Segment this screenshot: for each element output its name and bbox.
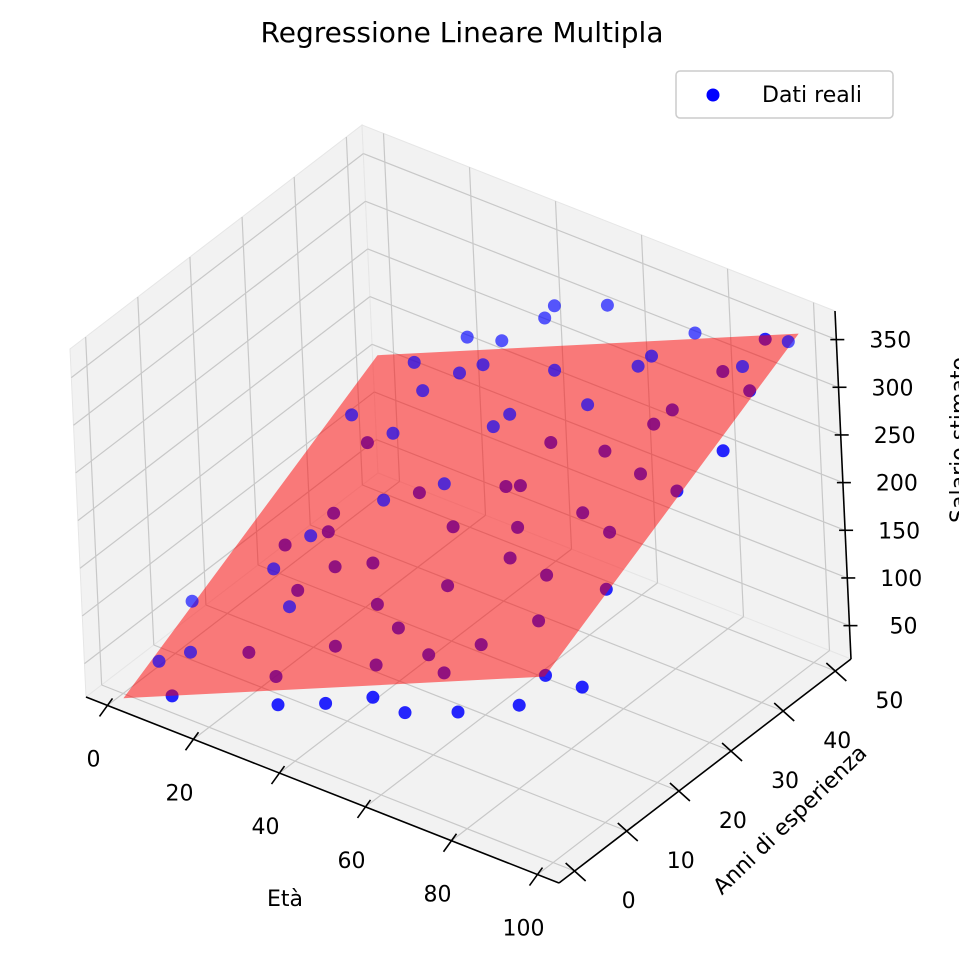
x-tick-label: 100 bbox=[503, 917, 545, 942]
x-tick-mark bbox=[270, 765, 286, 785]
data-point bbox=[319, 696, 333, 710]
data-point bbox=[581, 398, 595, 412]
data-point bbox=[152, 654, 166, 668]
z-tick-label: 150 bbox=[878, 519, 920, 544]
y-tick-label: 50 bbox=[875, 689, 903, 714]
data-point bbox=[645, 349, 658, 363]
data-point bbox=[486, 420, 500, 434]
grid-line-z bbox=[367, 248, 841, 436]
x-tick-mark bbox=[528, 867, 544, 887]
data-point bbox=[366, 690, 380, 704]
data-point bbox=[184, 645, 197, 659]
x-tick-label: 80 bbox=[424, 883, 452, 908]
data-point bbox=[437, 477, 451, 491]
grid-line-y bbox=[241, 216, 259, 566]
grid-line-y bbox=[137, 296, 155, 646]
data-point bbox=[476, 358, 490, 372]
y-tick-label: 10 bbox=[667, 849, 695, 874]
z-axis-label: Salario stimato bbox=[947, 357, 959, 523]
data-point bbox=[377, 493, 391, 507]
x-tick-mark bbox=[98, 697, 114, 717]
data-point bbox=[386, 426, 400, 440]
z-tick-label: 200 bbox=[876, 472, 918, 497]
data-point bbox=[631, 359, 645, 373]
data-point bbox=[451, 705, 465, 719]
data-point bbox=[304, 529, 318, 543]
data-point bbox=[407, 355, 421, 369]
data-point bbox=[781, 335, 795, 349]
data-point bbox=[600, 298, 614, 312]
x-tick-mark bbox=[356, 799, 372, 819]
data-point bbox=[453, 366, 466, 380]
data-point bbox=[538, 311, 552, 325]
y-tick-label: 20 bbox=[719, 809, 747, 834]
legend-frame bbox=[675, 70, 894, 119]
grid-line-z bbox=[79, 343, 373, 569]
legend: Dati reali bbox=[675, 70, 894, 119]
z-tick-label: 350 bbox=[869, 329, 911, 354]
x-axis-line bbox=[85, 696, 560, 884]
y-tick-mark bbox=[669, 782, 691, 802]
legend-label: Dati reali bbox=[762, 83, 862, 108]
data-point bbox=[267, 562, 281, 576]
x-tick-mark bbox=[442, 833, 458, 853]
z-axis-line bbox=[834, 310, 852, 660]
grid-line-y bbox=[101, 684, 575, 872]
y-tick-mark bbox=[617, 822, 639, 842]
x-tick-mark bbox=[184, 731, 200, 751]
grid-line-z bbox=[73, 200, 366, 426]
x-tick-label: 60 bbox=[338, 849, 366, 874]
data-point bbox=[547, 299, 561, 313]
data-point bbox=[345, 408, 359, 422]
tick-marks bbox=[98, 338, 858, 887]
grid-line-y bbox=[85, 336, 103, 686]
grid-line-x bbox=[365, 582, 658, 808]
data-point bbox=[283, 600, 296, 614]
grid-line-z bbox=[75, 248, 369, 474]
x-axis-label: Età bbox=[267, 887, 303, 912]
data-point bbox=[503, 407, 517, 421]
axis-lines bbox=[85, 310, 852, 884]
data-point bbox=[398, 706, 412, 720]
data-point bbox=[688, 326, 702, 340]
grid-line-x bbox=[812, 302, 831, 651]
grid-line-z bbox=[77, 296, 371, 522]
y-tick-mark bbox=[721, 742, 743, 762]
y-tick-label: 40 bbox=[823, 729, 851, 754]
y-axis-line bbox=[558, 658, 852, 884]
grid-line-x bbox=[726, 268, 745, 617]
y-tick-mark bbox=[565, 862, 587, 882]
scatter-points-front bbox=[152, 298, 795, 668]
data-point bbox=[416, 384, 430, 398]
data-point bbox=[548, 363, 562, 377]
data-point bbox=[185, 594, 199, 608]
data-point bbox=[271, 698, 285, 712]
data-point bbox=[575, 680, 589, 694]
grid-line-z bbox=[363, 153, 837, 341]
z-tick-label: 100 bbox=[880, 567, 922, 592]
data-point bbox=[495, 334, 509, 348]
grid-line-z bbox=[70, 153, 364, 379]
y-tick-mark bbox=[773, 702, 795, 722]
data-point bbox=[736, 360, 749, 373]
z-tick-label: 50 bbox=[889, 615, 917, 640]
tick-labels: 0 20 40 60 80 100 0 10 20 30 40 50 50 100 150 200 250 300… bbox=[87, 329, 923, 942]
legend-marker bbox=[706, 88, 720, 102]
chart-title: Regressione Lineare Multipla bbox=[261, 16, 664, 49]
grid-line-y bbox=[189, 256, 207, 606]
x-tick-label: 0 bbox=[87, 747, 101, 772]
data-point bbox=[512, 698, 526, 712]
data-point bbox=[460, 330, 474, 344]
y-tick-label: 0 bbox=[622, 889, 636, 914]
x-tick-label: 40 bbox=[252, 815, 280, 840]
y-tick-label: 30 bbox=[771, 769, 799, 794]
z-tick-label: 300 bbox=[872, 376, 914, 401]
grid-line-x bbox=[451, 616, 744, 842]
x-tick-label: 20 bbox=[166, 781, 194, 806]
grid-line-x bbox=[537, 650, 830, 876]
y-tick-mark bbox=[825, 662, 847, 682]
z-tick-label: 250 bbox=[874, 424, 916, 449]
data-point bbox=[716, 444, 730, 458]
